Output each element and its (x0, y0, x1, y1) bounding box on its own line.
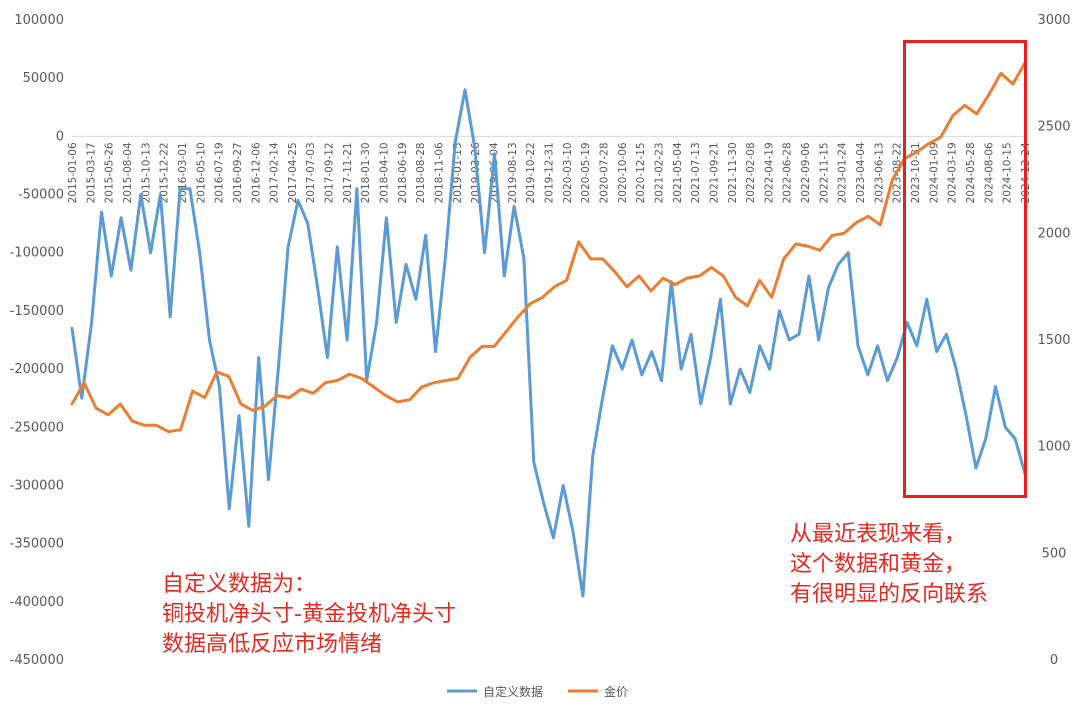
annotation-left-line: 铜投机净头寸-黄金投机净头寸 (162, 602, 456, 627)
y-tick-label-left: -100000 (10, 246, 64, 261)
annotation-right-line: 这个数据和黄金， (790, 552, 967, 577)
x-tick-label: 2024-10-15 (1002, 142, 1014, 203)
series-layer (70, 61, 1027, 598)
legend-label-series2: 金价 (604, 684, 628, 699)
y-tick-label-right: 2500 (1037, 120, 1070, 135)
x-tick-label: 2017-07-03 (305, 142, 317, 203)
x-tick-label: 2020-03-10 (562, 142, 574, 203)
x-tick-label: 2015-12-22 (159, 142, 171, 203)
annotation-left: 自定义数据为： 铜投机净头寸-黄金投机净头寸 数据高低反应市场情绪 (162, 570, 456, 660)
x-tick-label: 2021-07-13 (690, 142, 702, 203)
y-tick-label-left: 0 (56, 129, 64, 144)
x-tick-label: 2016-09-27 (232, 142, 244, 203)
x-tick-label: 2020-07-28 (598, 142, 610, 203)
x-tick-label: 2015-01-06 (67, 142, 79, 203)
annotation-right: 从最近表现来看， 这个数据和黄金， 有很明显的反向联系 (790, 520, 988, 610)
x-tick-label: 2016-07-19 (214, 142, 226, 203)
x-tick-label: 2017-11-21 (342, 142, 354, 203)
x-tick-label: 2015-03-17 (85, 142, 97, 203)
y-tick-label-left: -300000 (10, 478, 64, 493)
y-tick-label-left: -50000 (18, 188, 64, 203)
x-tick-label: 2019-12-31 (544, 142, 556, 203)
series-line-1 (70, 88, 1027, 598)
y-tick-label-left: -250000 (10, 420, 64, 435)
y-tick-label-right: 1000 (1037, 440, 1070, 455)
x-tick-label: 2021-05-04 (672, 142, 684, 203)
x-tick-label: 2018-08-28 (415, 142, 427, 203)
x-tick-label: 2015-08-04 (122, 142, 134, 203)
y-tick-label-right: 0 (1050, 653, 1058, 668)
y-tick-label-right: 3000 (1037, 13, 1070, 28)
x-tick-label: 2021-11-30 (727, 142, 739, 203)
x-tick-label: 2021-09-21 (708, 142, 720, 203)
highlight-box (903, 40, 1027, 498)
x-tick-label: 2019-10-22 (525, 142, 537, 203)
x-tick-label: 2021-02-23 (653, 142, 665, 203)
annotation-left-line: 自定义数据为： (162, 572, 317, 597)
y-axis-right: 3000 2500 2000 1500 1000 500 0 (1037, 13, 1070, 668)
y-tick-label-right: 1500 (1037, 333, 1070, 348)
y-tick-label-left: -350000 (10, 537, 64, 552)
y-tick-label-left: 50000 (23, 71, 64, 86)
annotation-right-line: 有很明显的反向联系 (790, 582, 989, 607)
y-tick-label-left: 100000 (14, 13, 64, 28)
x-tick-label: 2015-05-26 (104, 142, 116, 203)
legend: 自定义数据 金价 (447, 684, 628, 699)
x-tick-label: 2017-02-14 (269, 142, 281, 203)
annotation-right-line: 从最近表现来看， (790, 522, 967, 547)
x-tick-label: 2024-08-06 (983, 142, 995, 203)
y-tick-label-left: -450000 (10, 653, 64, 668)
x-tick-label: 2022-04-19 (763, 142, 775, 203)
x-tick-label: 2017-04-25 (287, 142, 299, 203)
x-tick-label: 2023-10-31 (910, 142, 922, 203)
x-tick-label: 2024-03-19 (947, 142, 959, 203)
x-tick-label: 2016-05-10 (195, 142, 207, 203)
x-tick-label: 2022-09-06 (800, 142, 812, 203)
x-tick-label: 2019-08-13 (507, 142, 519, 203)
x-tick-label: 2018-01-30 (360, 142, 372, 203)
x-tick-label: 2022-06-28 (782, 142, 794, 203)
y-tick-label-right: 500 (1042, 546, 1067, 561)
annotation-left-line: 数据高低反应市场情绪 (162, 632, 383, 657)
series-line-2 (70, 61, 1027, 434)
x-tick-label: 2024-05-28 (965, 142, 977, 203)
y-tick-label-left: -200000 (10, 362, 64, 377)
x-tick-label: 2018-11-06 (434, 142, 446, 203)
y-tick-label-left: -400000 (10, 595, 64, 610)
y-tick-label-right: 2000 (1037, 226, 1070, 241)
x-axis: 2015-01-06 2015-03-17 2015-05-26 2015-08-04… (67, 142, 1032, 203)
y-axis-left: 100000 50000 0 -50000 -100000 -150000 -200000 -… (10, 13, 64, 668)
x-tick-label: 2015-10-13 (140, 142, 152, 203)
x-tick-label: 2022-11-15 (818, 142, 830, 203)
x-tick-label: 2016-12-06 (250, 142, 262, 203)
x-tick-label: 2020-10-06 (617, 142, 629, 203)
x-tick-label: 2023-06-13 (873, 142, 885, 203)
x-tick-label: 2022-02-08 (745, 142, 757, 203)
x-tick-label: 2018-04-10 (379, 142, 391, 203)
x-tick-label: 2017-09-12 (324, 142, 336, 203)
x-tick-label: 2023-01-24 (837, 142, 849, 203)
x-tick-label: 2020-12-15 (635, 142, 647, 203)
y-tick-label-left: -150000 (10, 304, 64, 319)
legend-label-series1: 自定义数据 (483, 684, 543, 699)
x-tick-label: 2020-05-19 (580, 142, 592, 203)
x-tick-label: 2018-06-19 (397, 142, 409, 203)
x-tick-label: 2023-04-04 (855, 142, 867, 203)
x-tick-label: 2024-01-09 (928, 142, 940, 203)
